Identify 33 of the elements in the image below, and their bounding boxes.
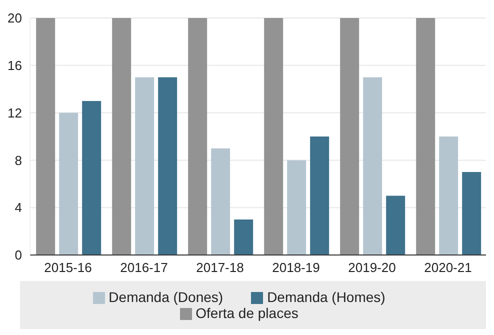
y-tick-label: 0 [14,248,22,263]
bar [386,196,406,255]
bar [310,136,330,255]
bar [158,77,178,255]
x-tick-label: 2017-18 [196,260,244,276]
legend-label: Demanda (Homes) [267,289,386,305]
bar [416,18,436,255]
bar [135,77,154,255]
y-tick-label: 12 [8,105,22,120]
x-tick-label: 2016-17 [120,260,168,276]
y-tick-label: 20 [8,10,22,26]
bar [211,148,230,255]
bar [59,112,78,255]
bar [82,100,102,255]
bar [112,18,132,255]
bar [234,219,254,255]
legend-label: Demanda (Dones) [108,289,224,305]
x-tick-label: 2020-21 [424,260,472,276]
bar [340,18,360,255]
legend-label: Oferta de places [196,305,298,321]
y-tick-label: 16 [8,58,22,74]
y-tick-label: 4 [14,200,22,216]
bar [363,77,382,255]
x-tick-label: 2019-20 [348,260,396,276]
bar [188,18,208,255]
x-tick-label: 2015-16 [44,260,92,276]
bar [264,18,284,255]
bar [287,160,306,255]
x-tick-label: 2018-19 [272,260,320,276]
bar [439,136,458,255]
bar [462,172,482,255]
y-tick-label: 8 [14,152,22,168]
bar [36,18,56,255]
